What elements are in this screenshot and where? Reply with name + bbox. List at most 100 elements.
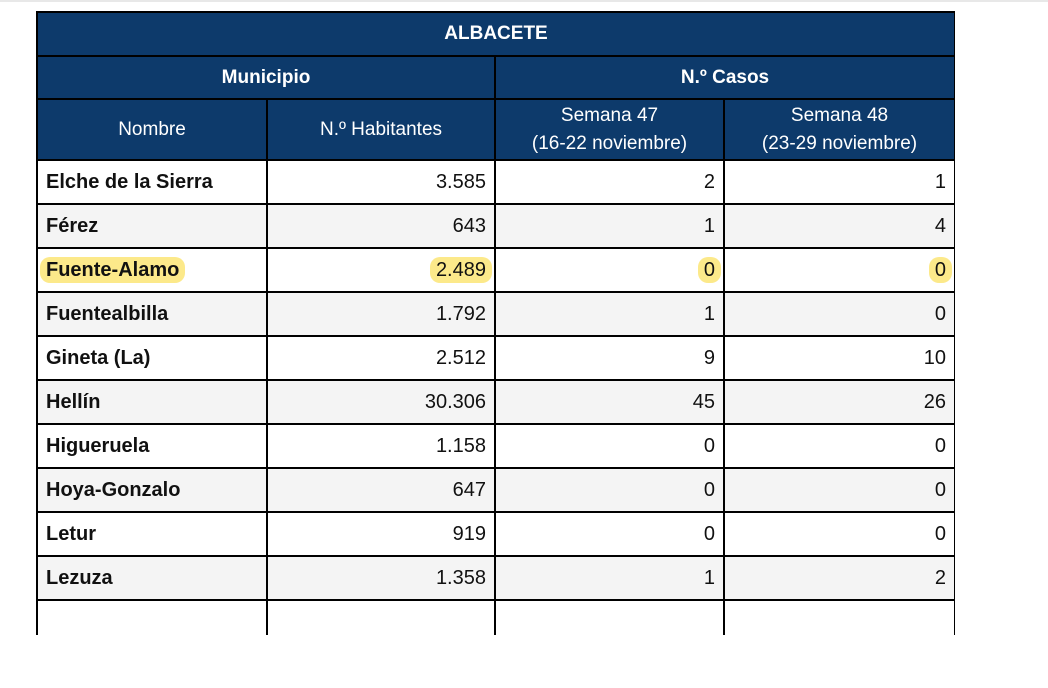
habitantes-cell: 30.306 — [266, 379, 496, 425]
semana-48-cases-cell-value: 1 — [934, 170, 947, 193]
municipio-name-cell: Higueruela — [36, 423, 268, 469]
column-header-semana-47: Semana 47 (16-22 noviembre) — [494, 98, 725, 161]
municipio-name-cell-value: Fuentealbilla — [46, 302, 169, 325]
semana-47-range: (16-22 noviembre) — [531, 132, 688, 154]
habitantes-cell: 1.158 — [266, 423, 496, 469]
table-row: Lezuza 1.358 1 2 — [36, 555, 955, 601]
semana-48-cases-cell: 0 — [722, 291, 955, 337]
semana-48-cases-cell-value: 0 — [934, 522, 947, 545]
semana-47-cases-cell-value: 1 — [703, 302, 715, 325]
table-row: Férez 643 1 4 — [36, 203, 955, 249]
semana-47-cases-cell: 2 — [494, 159, 725, 205]
habitantes-cell: 2.512 — [266, 335, 496, 381]
semana-47-cases-cell-value: 0 — [703, 522, 715, 545]
municipio-name-cell: Lezuza — [36, 555, 268, 601]
semana-47-cases-cell: 1 — [494, 555, 725, 601]
table-row: Fuente-Alamo 2.489 0 0 — [36, 247, 955, 293]
semana-48-cases-cell-value: 26 — [923, 390, 947, 413]
habitantes-cell-value: 2.512 — [435, 346, 486, 369]
group-header-municipio: Municipio — [36, 55, 496, 100]
semana-47-cases-cell-value: 9 — [703, 346, 715, 369]
semana-48-cases-cell: 10 — [722, 335, 955, 381]
habitantes-cell: 3.585 — [266, 159, 496, 205]
semana-47-cases-cell: 1 — [494, 203, 725, 249]
municipio-name-cell — [36, 599, 268, 635]
municipio-name-cell-value: Gineta (La) — [46, 346, 151, 369]
group-header-casos: N.º Casos — [493, 55, 955, 100]
municipio-name-cell: Hoya-Gonzalo — [36, 467, 268, 513]
municipio-name-cell: Elche de la Sierra — [36, 159, 268, 205]
semana-47-cases-cell: 0 — [494, 423, 725, 469]
semana-47-cases-cell: 1 — [494, 291, 725, 337]
semana-48-range: (23-29 noviembre) — [761, 132, 918, 154]
semana-47-cases-cell-value: 1 — [703, 214, 715, 237]
column-header-nombre: Nombre — [36, 98, 268, 161]
habitantes-cell: 1.358 — [266, 555, 496, 601]
municipio-name-cell-value: Lezuza — [46, 566, 113, 589]
semana-47-cases-cell: 0 — [494, 467, 725, 513]
habitantes-cell: 643 — [266, 203, 496, 249]
semana-47-cases-cell: 45 — [494, 379, 725, 425]
semana-47-cases-cell: 0 — [494, 511, 725, 557]
semana-48-cases-cell: 0 — [722, 467, 955, 513]
habitantes-cell-value: 2.489 — [429, 256, 492, 283]
semana-47-cases-cell-value: 0 — [703, 434, 715, 457]
table-row: Elche de la Sierra 3.585 2 1 — [36, 159, 955, 205]
semana-47-cases-cell: 9 — [494, 335, 725, 381]
municipio-name-cell: Gineta (La) — [36, 335, 268, 381]
semana-47-label: Semana 47 — [560, 104, 659, 126]
semana-47-cases-cell — [494, 599, 725, 635]
habitantes-cell-value: 647 — [452, 478, 486, 501]
semana-48-cases-cell: 0 — [722, 247, 955, 293]
habitantes-cell: 919 — [266, 511, 496, 557]
semana-48-cases-cell: 4 — [722, 203, 955, 249]
table-title: ALBACETE — [36, 11, 955, 57]
habitantes-cell-value: 30.306 — [424, 390, 486, 413]
municipio-name-cell-value: Elche de la Sierra — [46, 170, 213, 193]
semana-48-cases-cell-value: 2 — [934, 566, 947, 589]
semana-48-cases-cell: 26 — [722, 379, 955, 425]
municipio-name-cell: Férez — [36, 203, 268, 249]
semana-47-cases-cell-value: 2 — [703, 170, 715, 193]
habitantes-cell-value: 919 — [452, 522, 486, 545]
semana-47-cases-cell-value: 0 — [703, 478, 715, 501]
habitantes-cell: 647 — [266, 467, 496, 513]
top-border — [0, 0, 1048, 2]
cases-table: ALBACETE Municipio N.º Casos Nombre N.º … — [36, 11, 955, 635]
habitantes-cell-value: 643 — [452, 214, 486, 237]
semana-47-cases-cell-value: 45 — [692, 390, 715, 413]
municipio-name-cell-value: Letur — [46, 522, 96, 545]
habitantes-cell-value: 1.792 — [435, 302, 486, 325]
semana-47-cases-cell-value: 0 — [697, 256, 721, 283]
semana-48-label: Semana 48 — [790, 104, 889, 126]
table-row: Letur 919 0 0 — [36, 511, 955, 557]
habitantes-cell — [266, 599, 496, 635]
table-row: Hellín 30.306 45 26 — [36, 379, 955, 425]
table-row — [36, 599, 955, 635]
habitantes-cell-value: 1.158 — [435, 434, 486, 457]
semana-48-cases-cell: 0 — [722, 511, 955, 557]
municipio-name-cell-value: Hellín — [46, 390, 101, 413]
habitantes-cell-value: 3.585 — [435, 170, 486, 193]
column-header-habitantes: N.º Habitantes — [266, 98, 496, 161]
semana-48-cases-cell: 0 — [722, 423, 955, 469]
municipio-name-cell: Hellín — [36, 379, 268, 425]
table-row: Fuentealbilla 1.792 1 0 — [36, 291, 955, 337]
habitantes-cell: 1.792 — [266, 291, 496, 337]
semana-48-cases-cell-value: 0 — [934, 478, 947, 501]
table-row: Higueruela 1.158 0 0 — [36, 423, 955, 469]
municipio-name-cell: Fuente-Alamo — [36, 247, 268, 293]
municipio-name-cell-value: Férez — [46, 214, 99, 237]
table-viewport[interactable]: ALBACETE Municipio N.º Casos Nombre N.º … — [36, 11, 955, 635]
semana-48-cases-cell-value: 10 — [923, 346, 947, 369]
semana-47-cases-cell: 0 — [494, 247, 725, 293]
semana-47-cases-cell-value: 1 — [703, 566, 715, 589]
habitantes-cell-value: 1.358 — [435, 566, 486, 589]
semana-48-cases-cell — [722, 599, 955, 635]
municipio-name-cell: Letur — [36, 511, 268, 557]
semana-48-cases-cell: 2 — [722, 555, 955, 601]
table-row: Hoya-Gonzalo 647 0 0 — [36, 467, 955, 513]
habitantes-cell: 2.489 — [266, 247, 496, 293]
municipio-name-cell-value: Hoya-Gonzalo — [46, 478, 181, 501]
semana-48-cases-cell-value: 0 — [934, 434, 947, 457]
